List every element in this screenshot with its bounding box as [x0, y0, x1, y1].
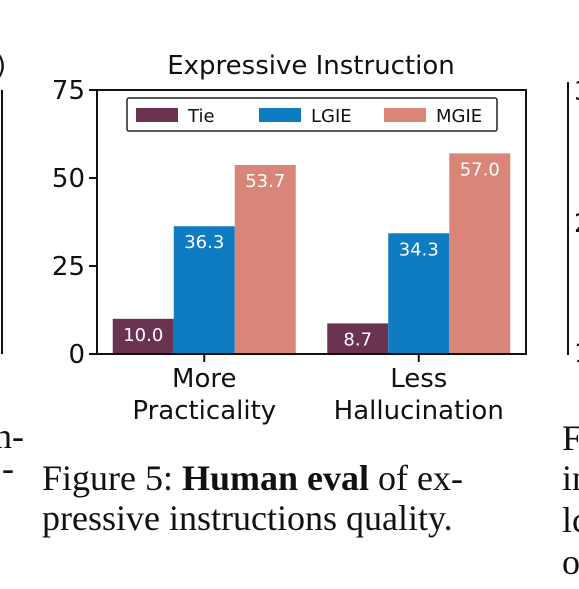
legend-swatch-mgie — [384, 108, 426, 122]
bar-mgie-0 — [234, 164, 296, 354]
bar-tie-0 — [112, 318, 174, 354]
x-tick-label-1-line-1: Hallucination — [334, 396, 504, 426]
legend-swatch-lgie — [259, 108, 301, 122]
left-text-fragment-2: - — [2, 448, 14, 488]
left-text-fragment-1: n- — [0, 416, 24, 456]
bar-mgie-1 — [449, 153, 511, 354]
y-tick-label-25: 25 — [52, 252, 85, 282]
neighbor-fragments: ) n- - 3 2 1 F in lc o — [0, 51, 579, 582]
legend-label-mgie: MGIE — [436, 106, 482, 127]
bar-label-lgie-0: 36.3 — [184, 232, 224, 253]
y-tick-label-50: 50 — [52, 164, 85, 194]
right-tick-fragment-2: 2 — [574, 209, 579, 239]
bar-lgie-1 — [388, 233, 450, 354]
bars-group — [112, 153, 511, 354]
y-axis: 0 25 50 75 — [52, 76, 97, 370]
bar-label-tie-1: 8.7 — [343, 329, 372, 350]
caption-prefix: Figure 5: — [42, 458, 182, 498]
caption-line-1: Figure 5: Human eval of ex- — [42, 458, 542, 498]
y-tick-label-0: 0 — [68, 340, 85, 370]
plot-frame — [96, 89, 527, 355]
bar-label-tie-0: 10.0 — [123, 325, 163, 346]
legend-box — [126, 97, 498, 132]
x-tick-label-1-line-0: Less — [390, 364, 447, 394]
legend-label-tie: Tie — [187, 106, 215, 127]
left-paren-fragment: ) — [0, 51, 6, 81]
right-text-fragment-3: lc — [562, 500, 579, 540]
right-tick-fragment-3: 3 — [574, 77, 579, 107]
bar-labels-group: 10.0 8.7 36.3 34.3 53.7 57.0 — [123, 159, 500, 350]
x-tick-label-0-line-0: More — [172, 364, 236, 394]
caption-line1-rest: of ex- — [369, 458, 463, 498]
right-text-fragment-1: F — [562, 418, 579, 458]
caption-line-2: pressive instructions quality. — [42, 498, 453, 538]
bar-tie-1 — [327, 323, 389, 354]
bar-lgie-0 — [173, 226, 235, 354]
bar-label-mgie-0: 53.7 — [245, 171, 285, 192]
x-tick-label-0-line-1: Practicality — [132, 396, 276, 426]
legend-label-lgie: LGIE — [311, 106, 352, 127]
legend-swatch-tie — [136, 108, 178, 122]
figure-caption: Figure 5: Human eval of ex- pressive ins… — [42, 458, 542, 538]
chart-title: Expressive Instruction — [167, 51, 455, 81]
right-tick-fragment-1: 1 — [574, 339, 579, 369]
y-tick-label-75: 75 — [52, 76, 85, 106]
legend: Tie LGIE MGIE — [126, 97, 498, 132]
bar-label-mgie-1: 57.0 — [460, 159, 500, 180]
caption-bold: Human eval — [182, 458, 370, 498]
right-text-fragment-2: in — [562, 458, 579, 498]
bar-label-lgie-1: 34.3 — [399, 239, 439, 260]
right-text-fragment-4: o — [562, 542, 579, 582]
